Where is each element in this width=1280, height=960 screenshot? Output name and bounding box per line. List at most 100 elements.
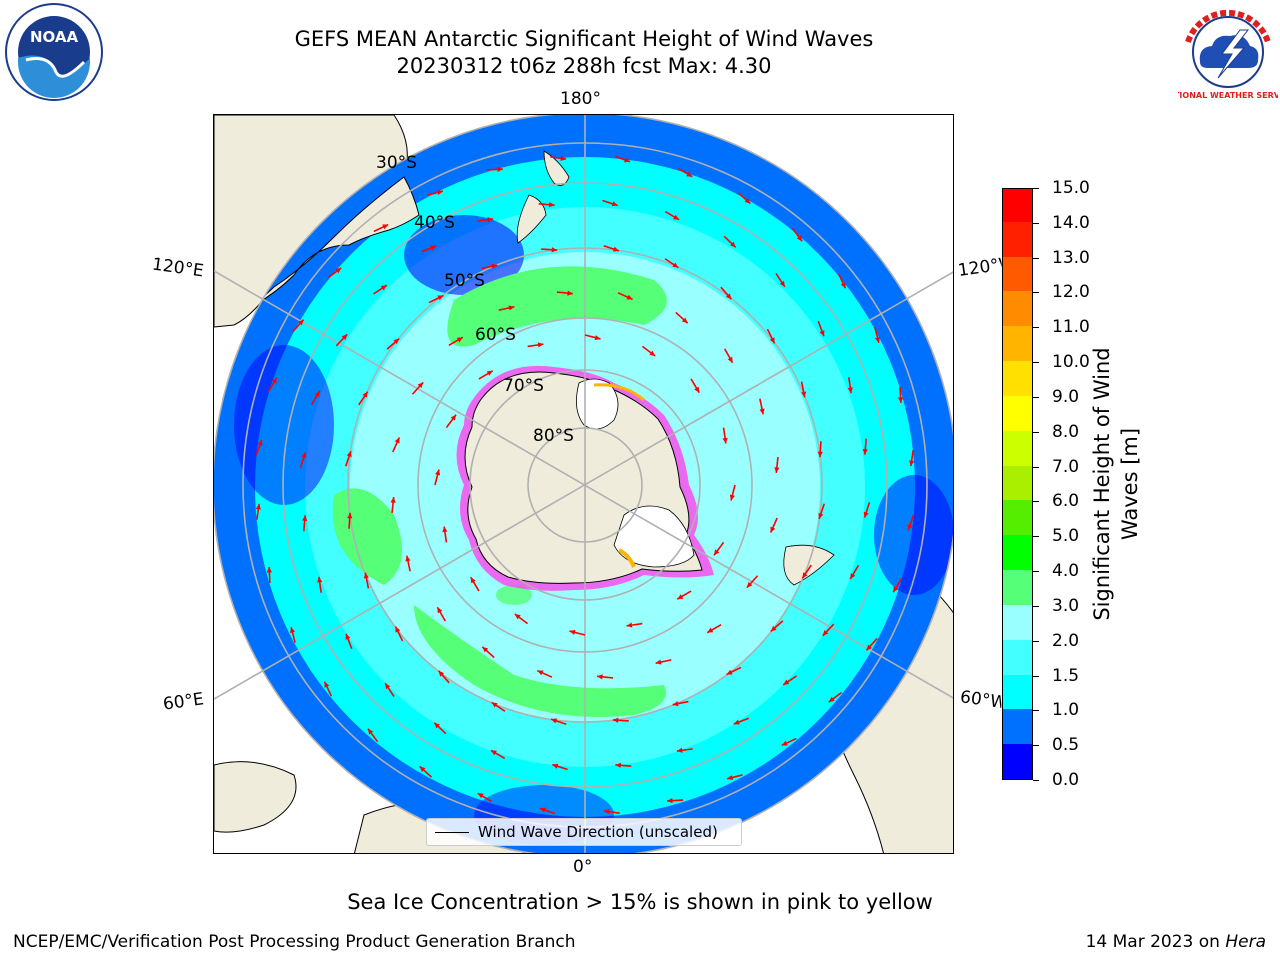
wave-direction-arrowhead bbox=[840, 282, 846, 289]
wave-direction-arrowhead bbox=[435, 469, 441, 476]
wave-direction-arrowhead bbox=[672, 701, 679, 707]
wave-direction-arrowhead bbox=[508, 305, 515, 311]
wave-direction-arrowhead bbox=[552, 763, 559, 769]
wave-direction-arrowhead bbox=[430, 245, 437, 251]
wave-direction-arrowhead bbox=[394, 437, 400, 444]
colorbar-segment bbox=[1003, 256, 1032, 292]
wave-direction-arrowhead bbox=[549, 202, 555, 208]
wave-direction-arrowhead bbox=[539, 807, 546, 813]
wave-direction-arrowhead bbox=[779, 280, 785, 287]
wave-direction-arrowhead bbox=[783, 679, 790, 685]
wave-direction-arrowhead bbox=[486, 370, 493, 376]
wave-direction-arrowhead bbox=[491, 263, 498, 269]
noaa-logo: NOAA bbox=[5, 3, 103, 101]
sea-ice-caption: Sea Ice Concentration > 15% is shown in … bbox=[347, 890, 933, 914]
wave-direction-arrowhead bbox=[626, 294, 633, 300]
lon-label-0: 0° bbox=[573, 857, 593, 877]
colorbar-tick bbox=[1033, 362, 1039, 364]
wave-direction-arrowhead bbox=[395, 626, 401, 633]
footer-date: 14 Mar 2023 on Hera bbox=[1086, 932, 1266, 952]
colorbar-segment bbox=[1003, 465, 1032, 501]
colorbar-segment bbox=[1003, 291, 1032, 327]
colorbar-tick-label: 9.0 bbox=[1052, 386, 1080, 407]
wave-direction-arrowhead bbox=[672, 262, 679, 268]
wave-direction-arrowhead bbox=[603, 809, 610, 815]
wave-direction-arrowhead bbox=[626, 622, 633, 628]
colorbar-tick bbox=[1033, 501, 1039, 503]
lon-label-120e: 120°E bbox=[150, 254, 205, 282]
colorbar-segment bbox=[1003, 639, 1032, 675]
wave-direction-arrowhead bbox=[335, 267, 342, 274]
wave-direction-arrowhead bbox=[677, 594, 684, 600]
lat-label-70s: 70°S bbox=[503, 376, 544, 396]
wave-direction-arrowhead bbox=[385, 683, 391, 690]
wave-direction-arrowhead bbox=[393, 338, 400, 345]
wave-direction-arrowhead bbox=[725, 293, 732, 300]
chart-title: GEFS MEAN Antarctic Significant Height o… bbox=[294, 27, 874, 51]
wave-direction-arrowhead bbox=[686, 171, 693, 177]
wave-direction-arrowhead bbox=[490, 750, 497, 756]
wave-direction-arrowhead bbox=[866, 644, 872, 651]
wave-direction-arrowhead bbox=[363, 572, 369, 579]
wave-direction-arrowhead bbox=[819, 330, 825, 337]
colorbar-tick bbox=[1033, 780, 1039, 781]
wave-direction-arrowhead bbox=[560, 155, 567, 161]
wave-direction-arrowhead bbox=[611, 201, 618, 207]
wave-direction-arrowhead bbox=[615, 762, 621, 768]
wave-direction-arrowhead bbox=[796, 235, 803, 242]
legend-label: Wind Wave Direction (unscaled) bbox=[478, 823, 718, 841]
colorbar-tick bbox=[1033, 466, 1039, 468]
map-panel bbox=[213, 114, 954, 854]
wave-direction-arrowhead bbox=[730, 241, 736, 248]
wave-direction-arrowhead bbox=[266, 567, 272, 573]
wave-direction-arrowhead bbox=[828, 696, 835, 703]
wave-direction-arrowhead bbox=[569, 629, 576, 635]
footer-branch: NCEP/EMC/Verification Post Processing Pr… bbox=[13, 932, 576, 952]
colorbar-segment bbox=[1003, 604, 1032, 640]
wave-direction-arrowhead bbox=[257, 439, 263, 446]
lat-label-80s: 80°S bbox=[533, 426, 574, 446]
colorbar-segment bbox=[1003, 744, 1032, 779]
colorbar-tick bbox=[1033, 571, 1039, 573]
wave-direction-arrowhead bbox=[722, 437, 728, 444]
wave-direction-arrowhead bbox=[450, 414, 457, 421]
lon-label-60e: 60°E bbox=[161, 689, 206, 715]
wave-direction-arrowhead bbox=[470, 577, 476, 584]
wave-direction-arrowhead bbox=[317, 576, 323, 583]
colorbar-segment bbox=[1003, 189, 1032, 222]
lat-label-30s: 30°S bbox=[376, 153, 417, 173]
wave-direction-arrowhead bbox=[907, 524, 913, 531]
colorbar-tick bbox=[1033, 222, 1039, 224]
wave-direction-arrowhead bbox=[769, 337, 775, 344]
colorbar-tick-label: 0.0 bbox=[1052, 770, 1080, 790]
wave-direction-arrowhead bbox=[324, 681, 330, 688]
colorbar-tick bbox=[1033, 536, 1039, 538]
wave-direction-arrowhead bbox=[770, 526, 776, 533]
colorbar-tick-label: 12.0 bbox=[1052, 282, 1090, 303]
colorbar-tick bbox=[1033, 431, 1039, 433]
wave-direction-arrowhead bbox=[694, 386, 700, 393]
wave-direction-arrowhead bbox=[667, 798, 673, 804]
colorbar-title-line1: Significant Height of Wind bbox=[1090, 347, 1114, 621]
colorbar-tick bbox=[1033, 327, 1039, 329]
wave-direction-arrowhead bbox=[594, 335, 601, 341]
wave-direction-arrowhead bbox=[390, 497, 396, 503]
wave-direction-arrowhead bbox=[551, 718, 558, 724]
wave-direction-arrowhead bbox=[733, 719, 740, 725]
colorbar-segment bbox=[1003, 535, 1032, 571]
wave-direction-arrowhead bbox=[612, 717, 619, 723]
wave-direction-arrowhead bbox=[817, 451, 823, 458]
wave-direction-arrowhead bbox=[417, 382, 424, 389]
wave-direction-arrowhead bbox=[847, 387, 853, 394]
wave-direction-arrowhead bbox=[347, 512, 353, 519]
colorbar-segment bbox=[1003, 221, 1032, 257]
colorbar-tick bbox=[1033, 292, 1039, 294]
chart-subtitle: 20230312 t06z 288h fcst Max: 4.30 bbox=[396, 54, 772, 78]
nws-logo: NATIONAL WEATHER SERVICE bbox=[1178, 4, 1278, 100]
wave-direction-arrowhead bbox=[802, 572, 808, 579]
colorbar-segment bbox=[1003, 500, 1032, 536]
wave-direction-arrowhead bbox=[770, 625, 777, 632]
colorbar-segment bbox=[1003, 674, 1032, 710]
wave-direction-arrowhead bbox=[850, 573, 856, 580]
wave-direction-arrowhead bbox=[746, 581, 753, 588]
